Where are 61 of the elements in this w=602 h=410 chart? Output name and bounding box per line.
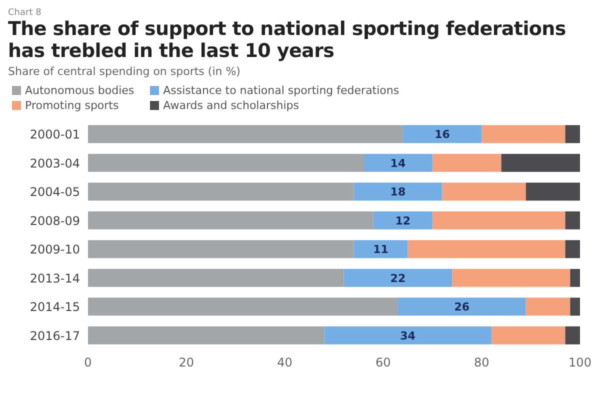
legend-label: Autonomous bodies xyxy=(25,84,134,97)
data-label: 22 xyxy=(390,272,406,285)
bar xyxy=(526,182,580,201)
bar xyxy=(88,240,354,258)
y-tick-label: 2014-15 xyxy=(30,300,80,314)
bar xyxy=(501,154,580,172)
y-tick-label: 2009-10 xyxy=(30,242,80,257)
bar xyxy=(565,240,580,258)
bar xyxy=(570,268,580,287)
bar xyxy=(354,240,408,258)
bar xyxy=(88,211,374,230)
data-label: 14 xyxy=(390,156,406,170)
bar xyxy=(408,240,566,258)
bar xyxy=(364,154,432,172)
legend-label: Awards and scholarships xyxy=(163,99,299,112)
x-tick-label: 100 xyxy=(568,356,592,370)
bar xyxy=(354,182,442,201)
bar xyxy=(432,154,502,172)
data-label: 18 xyxy=(390,186,406,199)
bar xyxy=(565,125,580,144)
chart-subtitle: Share of central spending on sports (in %) xyxy=(8,65,242,78)
x-tick-label: 40 xyxy=(277,356,292,370)
bar xyxy=(442,182,526,201)
bar xyxy=(88,125,403,144)
caption: Chart 8 xyxy=(8,8,42,18)
bar xyxy=(88,298,398,316)
bar xyxy=(402,125,482,144)
x-tick-label: 20 xyxy=(178,356,194,370)
y-tick-label: 2013-14 xyxy=(30,271,80,286)
bar xyxy=(373,211,432,230)
data-label: 34 xyxy=(400,329,416,342)
data-label: 12 xyxy=(395,214,411,228)
bar xyxy=(344,268,452,287)
bar xyxy=(482,125,566,144)
y-tick-label: 2000-01 xyxy=(30,128,80,142)
bar xyxy=(565,326,580,344)
data-label: 26 xyxy=(454,300,470,314)
bar xyxy=(570,298,580,316)
bar xyxy=(88,326,324,344)
bar xyxy=(565,211,580,230)
y-tick-label: 2008-09 xyxy=(30,214,80,228)
bar xyxy=(88,182,354,201)
data-label: 11 xyxy=(373,243,388,256)
bar xyxy=(526,298,570,316)
bar xyxy=(491,326,566,344)
bar xyxy=(88,154,364,172)
chart-title: The share of support to national sporting federations has trebled in the last 10 years xyxy=(8,18,567,62)
legend-label: Promoting sports xyxy=(25,99,119,112)
y-tick-label: 2004-05 xyxy=(30,185,80,200)
x-tick-label: 80 xyxy=(474,356,490,370)
bar xyxy=(398,298,526,316)
y-tick-label: 2003-04 xyxy=(30,156,80,170)
legend-label: Assistance to national sporting federations xyxy=(163,84,400,97)
bar xyxy=(324,326,492,344)
bar xyxy=(452,268,570,287)
bar xyxy=(432,211,566,230)
y-tick-label: 2016-17 xyxy=(30,328,80,343)
x-tick-label: 0 xyxy=(84,356,92,370)
bar xyxy=(88,268,344,287)
x-tick-label: 60 xyxy=(376,356,391,370)
data-label: 16 xyxy=(434,128,450,142)
